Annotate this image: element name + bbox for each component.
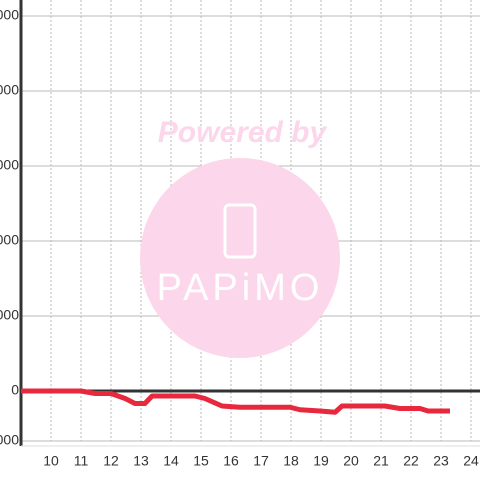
x-tick-label: 11 [74,453,89,469]
watermark-icon [223,203,257,259]
y-tick-label: 0 [11,382,19,398]
x-tick-label: 15 [193,453,209,469]
y-tick-label: 150,000 [0,7,19,23]
y-tick-label: 60,000 [0,232,19,248]
x-tick-label: 13 [133,453,149,469]
x-tick-label: 22 [403,453,419,469]
y-tick-label: -20,000 [0,432,19,448]
watermark-text: Powered by [158,116,328,149]
x-tick-label: 12 [103,453,119,469]
line [21,388,450,415]
x-tick-label: 16 [223,453,239,469]
x-tick-label: 10 [43,453,59,469]
watermark-brand: PAPiMO [157,267,324,309]
x-tick-label: 14 [163,453,179,469]
x-tick-label: 20 [343,453,359,469]
x-tick-label: 19 [313,453,329,469]
x-tick-label: 23 [433,453,449,469]
y-tick-label: 30,000 [0,307,19,323]
x-tick-label: 17 [253,453,269,469]
x-tick-label: 21 [373,453,389,469]
y-tick-label: 90,000 [0,157,19,173]
x-tick-label: 18 [283,453,299,469]
y-tick-label: 120,000 [0,82,19,98]
x-tick-label: 24 [463,453,479,469]
